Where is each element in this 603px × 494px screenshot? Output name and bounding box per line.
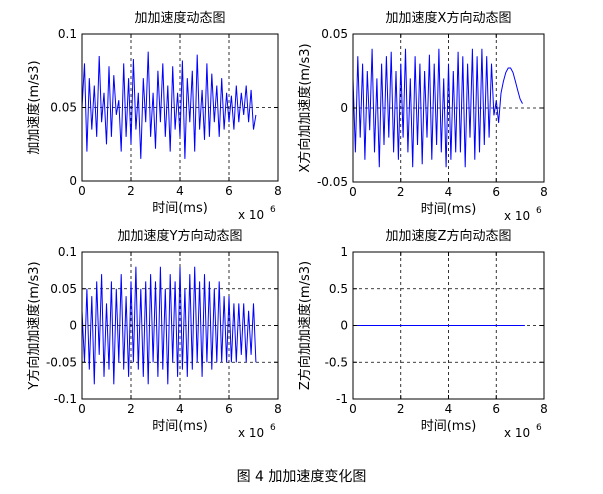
y-tick-label: 0 — [69, 174, 77, 188]
x-exponent-superscript: 6 — [270, 205, 276, 215]
x-tick-label: 6 — [492, 185, 500, 199]
chart-title: 加加速度X方向动态图 — [386, 10, 512, 26]
x-tick-label: 2 — [127, 184, 135, 198]
x-tick-label: 8 — [274, 402, 282, 416]
x-tick-label: 6 — [225, 184, 233, 198]
y-tick-label: -1 — [336, 392, 348, 406]
x-tick-label: 0 — [78, 402, 86, 416]
x-exponent-superscript: 6 — [536, 423, 542, 433]
x-exponent-label: x 10 — [238, 426, 264, 440]
chart-title: 加加速度动态图 — [134, 10, 225, 26]
y-tick-label: 0.05 — [50, 101, 77, 115]
series-line — [81, 51, 257, 159]
y-tick-label: 0 — [340, 319, 348, 333]
x-tick-label: 2 — [397, 185, 405, 199]
x-axis-label: 时间(ms) — [152, 201, 208, 216]
x-exponent-label: x 10 — [238, 208, 264, 222]
x-tick-label: 0 — [78, 184, 86, 198]
x-tick-label: 4 — [176, 402, 184, 416]
y-tick-label: 0.1 — [58, 245, 77, 259]
y-tick-label: 0 — [340, 101, 348, 115]
y-tick-label: 0.5 — [329, 282, 348, 296]
y-tick-label: 0.05 — [321, 27, 348, 41]
x-tick-label: 4 — [445, 402, 453, 416]
x-tick-label: 2 — [397, 402, 405, 416]
figure-caption: 图 4 加加速度变化图 — [236, 469, 367, 485]
x-tick-label: 6 — [492, 402, 500, 416]
y-tick-label: -0.5 — [325, 355, 348, 369]
y-axis-label: Z方向加加速度(m/s3) — [297, 261, 313, 390]
x-tick-label: 2 — [127, 402, 135, 416]
y-tick-label: 0.05 — [50, 282, 77, 296]
series-line — [352, 48, 523, 168]
x-exponent-superscript: 6 — [270, 423, 276, 433]
y-tick-label: 1 — [340, 245, 348, 259]
x-exponent-superscript: 6 — [536, 206, 542, 216]
chart-title: 加加速度Y方向动态图 — [118, 228, 243, 244]
y-tick-label: -0.05 — [46, 355, 77, 369]
y-tick-label: -0.1 — [54, 392, 77, 406]
x-axis-label: 时间(ms) — [421, 419, 477, 434]
y-axis-label: X方向加加速度(m/s3) — [297, 43, 313, 172]
x-exponent-label: x 10 — [504, 426, 530, 440]
x-tick-label: 6 — [225, 402, 233, 416]
x-tick-label: 8 — [274, 184, 282, 198]
x-tick-label: 8 — [540, 185, 548, 199]
x-tick-label: 4 — [176, 184, 184, 198]
chart-title: 加加速度Z方向动态图 — [386, 228, 512, 244]
y-tick-label: 0.1 — [58, 27, 77, 41]
x-exponent-label: x 10 — [504, 209, 530, 223]
y-axis-label: 加加速度(m/s3) — [26, 60, 42, 154]
x-tick-label: 4 — [445, 185, 453, 199]
y-tick-label: -0.05 — [317, 175, 348, 189]
series-line — [81, 266, 257, 385]
y-axis-label: Y方向加加速度(m/s3) — [26, 261, 42, 390]
x-axis-label: 时间(ms) — [421, 202, 477, 217]
y-tick-label: 0 — [69, 319, 77, 333]
x-tick-label: 0 — [349, 402, 357, 416]
x-axis-label: 时间(ms) — [152, 419, 208, 434]
x-tick-label: 8 — [540, 402, 548, 416]
x-tick-label: 0 — [349, 185, 357, 199]
